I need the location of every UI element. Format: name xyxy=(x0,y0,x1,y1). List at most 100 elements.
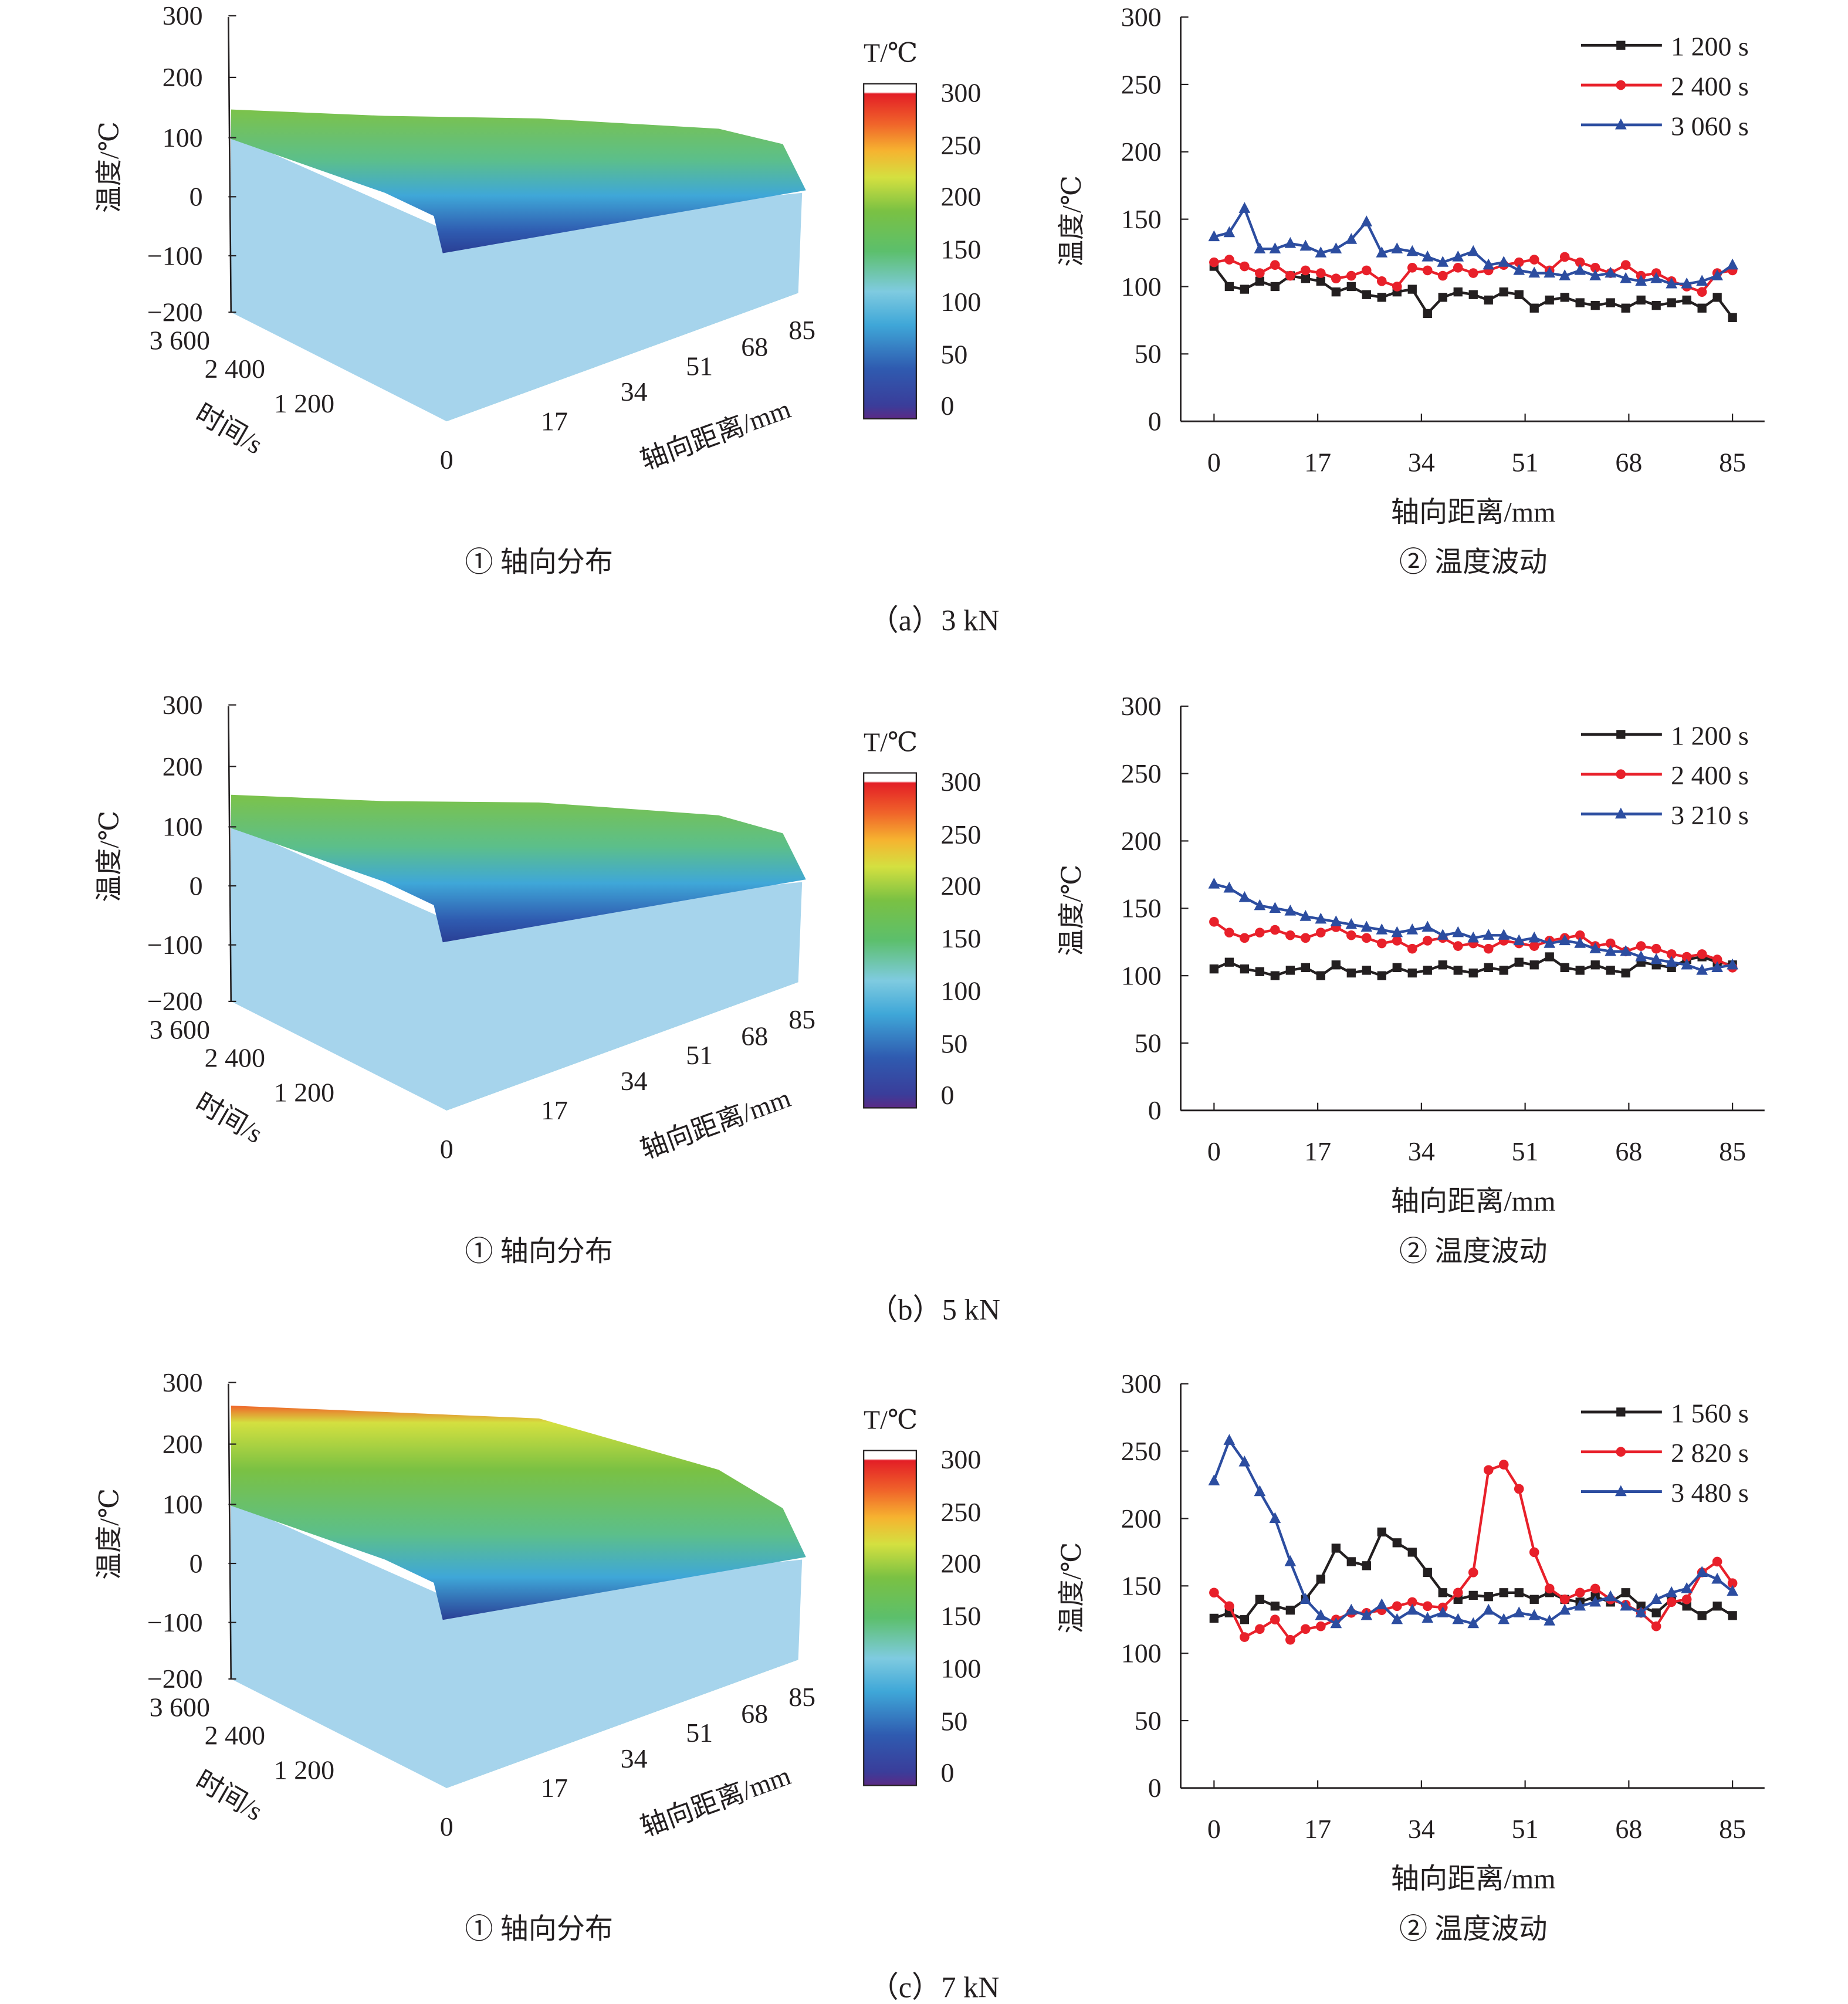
data-point-square xyxy=(1545,295,1554,305)
colorbar: T/℃ 300 250 200 150 100 50 0 xyxy=(863,1404,981,1788)
data-point-square xyxy=(1606,966,1615,975)
data-point-circle xyxy=(1240,261,1250,272)
data-point-circle xyxy=(1422,936,1433,946)
data-point-triangle xyxy=(1615,807,1627,819)
data-point-circle xyxy=(1437,270,1448,281)
data-point-triangle xyxy=(1589,942,1602,953)
x-tick-label: 68 xyxy=(1615,447,1642,477)
legend-label: 1 560 s xyxy=(1671,1398,1749,1428)
colorbar-tick-label: 0 xyxy=(940,1758,954,1788)
data-point-square xyxy=(1240,964,1250,974)
data-point-square xyxy=(1407,1548,1417,1557)
x-tick-label: 85 xyxy=(1719,447,1746,477)
colorbar-tick-label: 50 xyxy=(940,1028,967,1058)
data-point-square xyxy=(1438,293,1447,302)
y-tick-label: 250 xyxy=(1121,1436,1162,1466)
data-point-circle xyxy=(1590,1583,1600,1594)
data-point-circle xyxy=(1285,930,1295,940)
data-point-triangle xyxy=(1615,118,1627,130)
z-tick-label: −200 xyxy=(147,297,203,327)
panel-caption: （b）5 kN xyxy=(868,1293,1000,1326)
x-tick-label: 68 xyxy=(1615,1136,1642,1166)
data-point-triangle xyxy=(1315,246,1327,258)
data-point-square xyxy=(1697,1611,1707,1620)
data-point-square xyxy=(1514,957,1524,967)
data-point-square xyxy=(1667,298,1676,307)
data-point-triangle xyxy=(1605,266,1617,278)
colorbar-tick-label: 250 xyxy=(940,130,981,160)
x-tick-label: 51 xyxy=(1512,1814,1539,1844)
data-point-triangle xyxy=(1559,1603,1571,1615)
y-tick-label: 250 xyxy=(1121,759,1162,788)
data-point-square xyxy=(1621,968,1630,978)
surface-front-wall xyxy=(231,824,803,1111)
data-point-triangle xyxy=(1467,931,1480,943)
data-point-triangle xyxy=(1483,258,1495,270)
time-axis-label: 时间/s xyxy=(191,1087,268,1149)
x-tick-label: 0 xyxy=(1207,1814,1221,1844)
data-point-square xyxy=(1636,1602,1646,1611)
data-point-triangle xyxy=(1727,1585,1738,1596)
data-point-triangle xyxy=(1284,904,1297,916)
data-point-triangle xyxy=(1421,1612,1434,1623)
data-point-triangle xyxy=(1299,239,1312,251)
data-point-triangle xyxy=(1589,1595,1602,1607)
distance-tick-label: 68 xyxy=(741,332,768,362)
colorbar-tick-label: 250 xyxy=(940,820,981,849)
data-point-circle xyxy=(1301,265,1311,276)
data-point-triangle xyxy=(1544,266,1556,278)
data-point-square xyxy=(1407,968,1417,978)
data-point-circle xyxy=(1209,1587,1219,1598)
data-point-square xyxy=(1590,300,1600,310)
data-point-triangle xyxy=(1437,256,1449,267)
x-tick-label: 34 xyxy=(1408,1136,1435,1166)
data-point-square xyxy=(1301,274,1310,283)
data-point-circle xyxy=(1681,1594,1692,1604)
data-point-square xyxy=(1255,1595,1265,1604)
data-point-square xyxy=(1712,293,1722,302)
surface-front-wall xyxy=(231,135,803,422)
colorbar-gradient xyxy=(863,1450,917,1786)
data-point-triangle xyxy=(1483,1603,1495,1615)
data-point-circle xyxy=(1529,941,1539,951)
data-point-circle xyxy=(1529,255,1539,265)
data-point-triangle xyxy=(1696,964,1708,975)
data-point-triangle xyxy=(1711,1572,1723,1584)
y-tick-label: 200 xyxy=(1121,137,1162,167)
data-point-triangle xyxy=(1406,923,1419,935)
distance-tick-label: 17 xyxy=(541,1095,568,1125)
data-point-triangle xyxy=(1666,277,1677,289)
data-point-circle xyxy=(1620,260,1631,270)
legend-label: 2 820 s xyxy=(1671,1438,1749,1468)
data-point-circle xyxy=(1616,80,1626,90)
data-point-square xyxy=(1529,303,1539,313)
distance-tick-label: 51 xyxy=(686,351,713,381)
data-point-circle xyxy=(1316,1621,1326,1631)
data-point-square xyxy=(1270,971,1280,980)
data-point-circle xyxy=(1727,1578,1738,1589)
data-point-triangle xyxy=(1208,230,1220,242)
distance-tick-label: 68 xyxy=(741,1698,768,1728)
colorbar-tick-label: 300 xyxy=(940,77,981,107)
data-point-square xyxy=(1468,968,1478,978)
legend-item: 3 480 s xyxy=(1581,1478,1749,1508)
series-3480s xyxy=(1208,1434,1738,1629)
data-point-triangle xyxy=(1620,272,1632,283)
x-tick-label: 34 xyxy=(1408,447,1435,477)
data-point-triangle xyxy=(1513,1606,1525,1617)
z-tick-label: 200 xyxy=(163,1429,203,1459)
z-tick-label: 200 xyxy=(163,752,203,781)
data-point-square xyxy=(1270,282,1280,292)
data-point-triangle xyxy=(1574,937,1586,948)
colorbar-title: T/℃ xyxy=(864,38,918,68)
colorbar-tick-label: 250 xyxy=(940,1497,981,1527)
data-point-circle xyxy=(1301,933,1311,943)
data-point-triangle xyxy=(1406,245,1419,256)
data-point-circle xyxy=(1712,954,1722,964)
series-2400s xyxy=(1209,252,1738,297)
data-point-circle xyxy=(1209,257,1219,268)
data-point-square xyxy=(1438,1588,1447,1597)
surface-caption: ① 轴向分布 xyxy=(465,1236,613,1267)
data-point-square xyxy=(1346,968,1356,978)
